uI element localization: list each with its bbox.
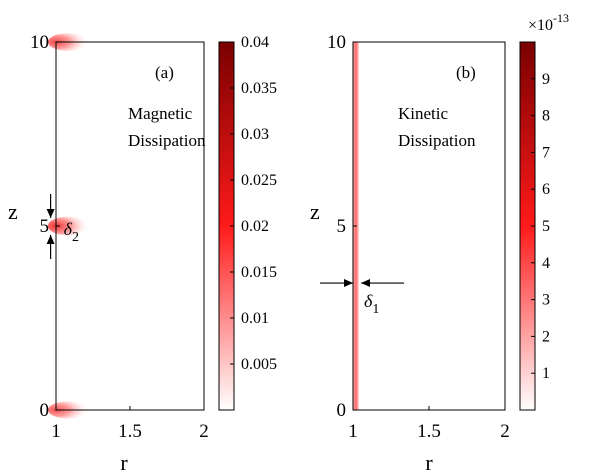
- annotation-a-line2: Dissipation: [128, 131, 206, 150]
- colorbar-b-exponent-power: -13: [553, 11, 569, 25]
- y-tick-label-0: 0: [337, 400, 347, 421]
- hotspot-1: [47, 216, 88, 236]
- x-tick-label-2: 2: [199, 421, 209, 442]
- y-tick-label-0: 0: [40, 400, 50, 421]
- x-tick-label-1: 1.5: [417, 421, 441, 442]
- x-tick-label-0: 1: [51, 421, 61, 442]
- x-axis-label-b: r: [425, 450, 433, 475]
- y-tick-label-1: 5: [40, 216, 50, 237]
- colorbar-tick-label-5: 6: [542, 181, 550, 198]
- x-tick-label-2: 2: [500, 421, 510, 442]
- x-tick-label-0: 1: [348, 421, 358, 442]
- y-tick-label-2: 10: [327, 32, 346, 53]
- delta-label: δ2: [64, 219, 79, 245]
- colorbar-tick-label-7: 8: [542, 108, 550, 125]
- colorbar-tick-label-7: 0.04: [241, 34, 269, 51]
- colorbar-tick-label-2: 3: [542, 292, 550, 309]
- colorbar-tick-label-3: 0.02: [241, 218, 269, 235]
- y-tick-label-2: 10: [30, 32, 49, 53]
- colorbar-tick-label-4: 0.025: [241, 172, 277, 189]
- colorbar-tick-label-0: 1: [542, 365, 550, 382]
- delta-symbol: δ: [364, 291, 373, 311]
- colorbar-magnetic: 0.005 0.01 0.015 0.02 0.025 0.03 0.035 0.04: [218, 34, 277, 411]
- colorbar-tick-label-5: 0.03: [241, 126, 269, 143]
- x-tick-label-1: 1.5: [118, 421, 142, 442]
- colorbar-b-exponent-base: ×10: [528, 17, 553, 34]
- delta-symbol: δ: [64, 219, 73, 239]
- delta-subscript: 1: [372, 302, 379, 317]
- colorbar-tick-label-8: 9: [542, 71, 550, 88]
- y-axis-label-a: z: [8, 199, 18, 224]
- delta-label: δ1: [364, 291, 379, 317]
- colorbar-tick-label-3: 4: [542, 255, 550, 272]
- annotation-a-line1: Magnetic: [128, 104, 193, 123]
- panel-label-b: (b): [456, 63, 476, 82]
- colorbar-tick-label-4: 5: [542, 218, 550, 235]
- colorbar-tick-label-0: 0.005: [241, 356, 277, 373]
- annotation-b-line1: Kinetic: [398, 104, 448, 123]
- colorbar-tick-label-6: 0.035: [241, 80, 277, 97]
- colorbar-kinetic: 1 2 3 4 5 6 7 8 9 ×10-13: [519, 11, 569, 411]
- annotation-b-line2: Dissipation: [398, 131, 476, 150]
- panel-magnetic: 1 1.5 2 0 5 10 (a) Magnetic Dissipation r z δ…: [8, 32, 209, 475]
- colorbar-tick-label-1: 2: [542, 328, 550, 345]
- colorbar-b-exponent: ×10-13: [528, 11, 569, 34]
- colorbar-tick-label-1: 0.01: [241, 310, 269, 327]
- delta-subscript: 2: [72, 230, 79, 245]
- y-axis-label-b: z: [310, 199, 320, 224]
- plot-frame-b: [352, 41, 506, 411]
- x-axis-label-a: r: [120, 450, 128, 475]
- y-tick-label-1: 5: [337, 216, 347, 237]
- colorbar-tick-label-6: 7: [542, 144, 550, 161]
- panel-label-a: (a): [155, 63, 174, 82]
- colorbar-tick-label-2: 0.015: [241, 264, 277, 281]
